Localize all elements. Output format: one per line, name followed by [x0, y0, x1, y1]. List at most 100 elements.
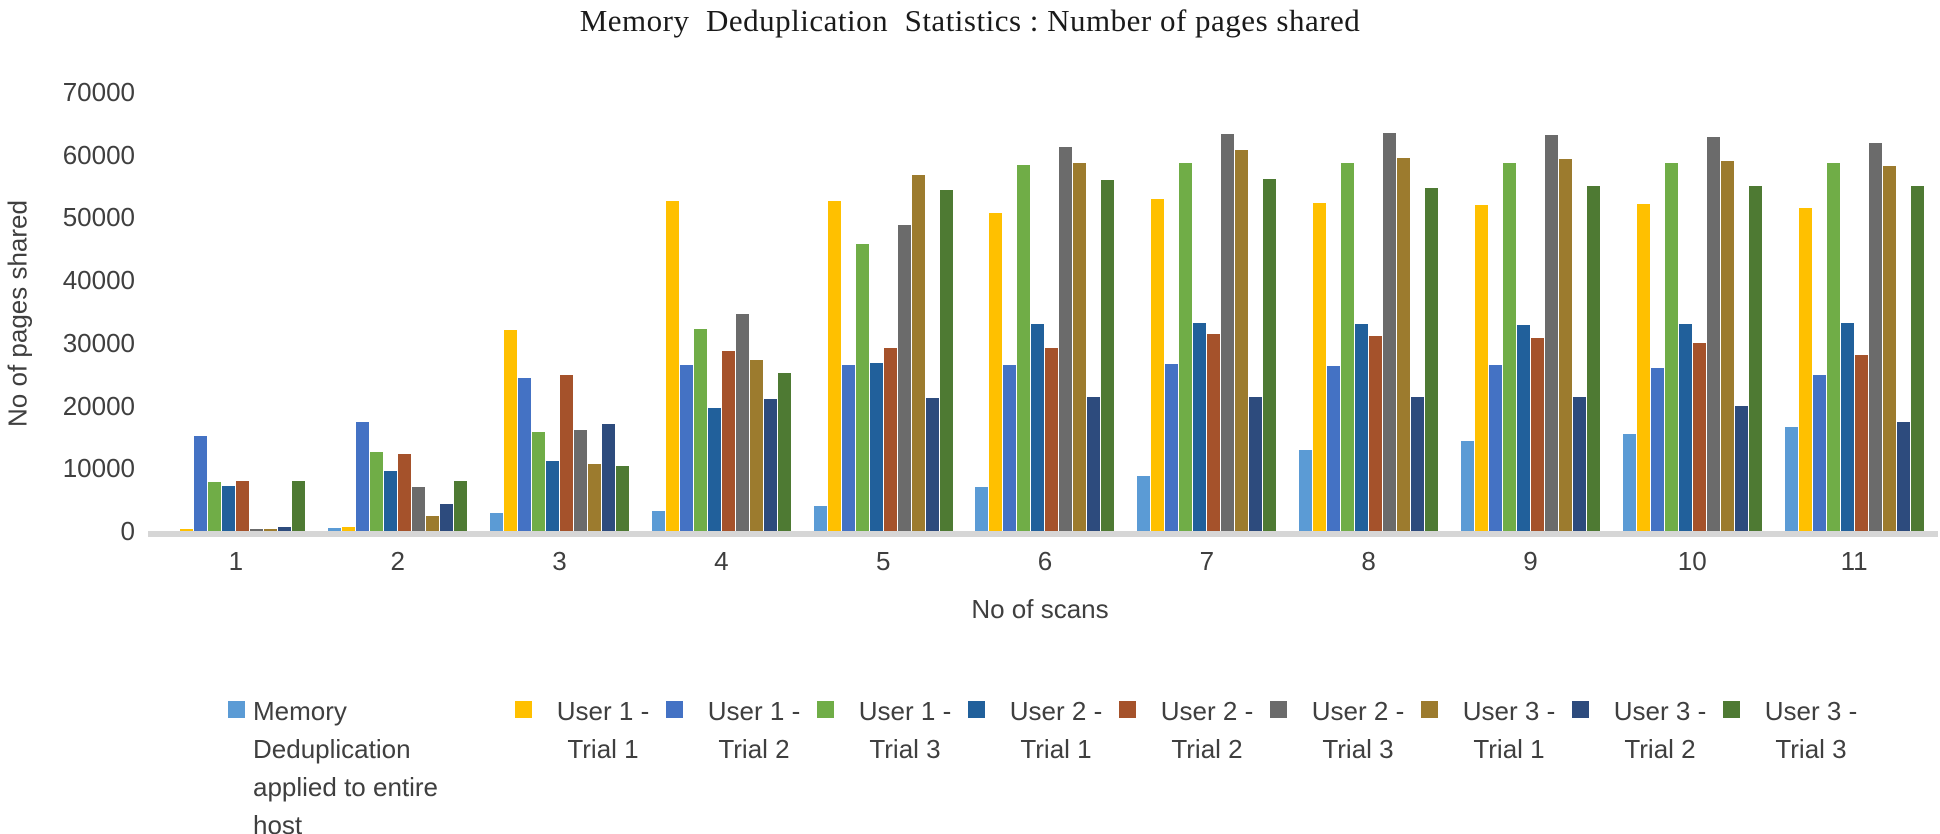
bar-memory-deduplication-applied-to-entire-host-scan-6 [975, 487, 989, 532]
legend-item-memory-deduplication-applied-to-entire-host: Memory Deduplication applied to entire h… [228, 692, 515, 834]
bar-user-1-trial-3-scan-2 [370, 452, 384, 532]
y-tick-label-0: 0 [120, 516, 135, 546]
bar-user-2-trial-2-scan-10 [1692, 343, 1706, 532]
bar-user-1-trial-1-scan-5 [827, 201, 841, 532]
bar-user-3-trial-2-scan-3 [602, 424, 616, 532]
x-tick-label-9: 9 [1523, 546, 1538, 576]
bar-user-3-trial-1-scan-6 [1073, 163, 1087, 532]
x-tick-label-3: 3 [552, 546, 567, 576]
bar-user-3-trial-1-scan-2 [426, 516, 440, 532]
legend-item-user-1-trial-3: User 1 - Trial 3 [817, 692, 968, 768]
bar-user-1-trial-3-scan-11 [1826, 163, 1840, 532]
legend-label: Memory Deduplication applied to entire h… [253, 696, 439, 834]
bar-group-scan-10 [1611, 93, 1773, 532]
bar-user-3-trial-3-scan-4 [777, 373, 791, 532]
bar-group-scan-2 [317, 93, 479, 532]
bar-user-2-trial-3-scan-2 [412, 487, 426, 532]
x-axis-line [148, 531, 1938, 537]
bar-user-2-trial-1-scan-1 [222, 486, 236, 532]
legend-item-user-2-trial-1: User 2 - Trial 1 [968, 692, 1119, 768]
bar-user-2-trial-2-scan-9 [1530, 338, 1544, 532]
bar-user-3-trial-2-scan-1 [278, 527, 292, 532]
bar-group-scan-1 [155, 93, 317, 532]
bar-user-2-trial-2-scan-8 [1369, 336, 1383, 532]
bar-user-1-trial-3-scan-1 [208, 482, 222, 532]
bar-user-3-trial-3-scan-10 [1748, 186, 1762, 532]
bar-user-3-trial-1-scan-3 [588, 464, 602, 532]
bar-user-1-trial-1-scan-4 [665, 201, 679, 532]
bar-user-3-trial-3-scan-3 [616, 466, 630, 532]
legend-label: User 1 - Trial 2 [707, 696, 801, 764]
y-tick-label-50000: 50000 [62, 202, 135, 233]
bar-user-2-trial-1-scan-11 [1840, 323, 1854, 532]
bar-user-2-trial-3-scan-8 [1383, 133, 1397, 532]
bar-user-1-trial-2-scan-7 [1165, 364, 1179, 532]
bar-user-2-trial-1-scan-2 [384, 471, 398, 532]
bar-memory-deduplication-applied-to-entire-host-scan-10 [1622, 434, 1636, 532]
legend-swatch-icon [1270, 701, 1287, 718]
x-tick-label-7: 7 [1199, 546, 1215, 576]
legend-label: User 3 - Trial 2 [1613, 696, 1707, 764]
legend-label: User 1 - Trial 3 [858, 696, 952, 764]
bar-user-3-trial-2-scan-4 [763, 399, 777, 532]
bar-user-3-trial-1-scan-4 [749, 360, 763, 532]
x-tick-label-1: 1 [228, 546, 244, 576]
legend-swatch-icon [1421, 701, 1438, 718]
bar-user-1-trial-1-scan-9 [1474, 205, 1488, 532]
bar-user-1-trial-3-scan-5 [855, 244, 869, 532]
bar-user-3-trial-2-scan-7 [1249, 397, 1263, 532]
legend-label: User 2 - Trial 3 [1311, 696, 1405, 764]
bar-user-1-trial-1-scan-7 [1151, 199, 1165, 532]
bar-user-2-trial-2-scan-2 [398, 454, 412, 532]
plot-area [155, 93, 1935, 532]
bar-user-3-trial-3-scan-6 [1101, 180, 1115, 532]
bar-user-3-trial-3-scan-5 [939, 190, 953, 532]
bar-user-1-trial-1-scan-8 [1313, 203, 1327, 532]
bar-user-1-trial-2-scan-5 [841, 365, 855, 532]
bar-user-3-trial-1-scan-1 [264, 529, 278, 532]
bar-user-2-trial-1-scan-3 [546, 461, 560, 532]
bar-user-1-trial-2-scan-11 [1812, 375, 1826, 532]
bar-group-scan-9 [1450, 93, 1612, 532]
chart-title: Memory Deduplication Statistics : Number… [579, 3, 1361, 38]
bar-user-2-trial-2-scan-5 [883, 348, 897, 532]
bar-user-2-trial-2-scan-4 [721, 351, 735, 532]
x-tick-label-4: 4 [714, 546, 729, 576]
x-axis-title: No of scans [971, 594, 1109, 624]
legend-label: User 2 - Trial 1 [1009, 696, 1103, 764]
bar-user-2-trial-3-scan-3 [574, 430, 588, 532]
bar-user-2-trial-1-scan-4 [707, 408, 721, 532]
bar-group-scan-6 [964, 93, 1126, 532]
bar-user-1-trial-3-scan-3 [532, 432, 546, 532]
bar-user-2-trial-1-scan-7 [1193, 323, 1207, 532]
y-tick-label-10000: 10000 [62, 453, 135, 484]
bar-user-1-trial-3-scan-10 [1664, 163, 1678, 532]
bar-user-3-trial-1-scan-5 [911, 175, 925, 532]
legend-label: User 2 - Trial 2 [1160, 696, 1254, 764]
bar-user-1-trial-3-scan-9 [1502, 163, 1516, 532]
bar-user-2-trial-1-scan-6 [1031, 324, 1045, 532]
bar-group-scan-4 [640, 93, 802, 532]
x-tick-label-5: 5 [875, 546, 891, 576]
legend-swatch-icon [1119, 701, 1136, 718]
bar-user-2-trial-3-scan-1 [250, 529, 264, 532]
bar-user-1-trial-3-scan-6 [1017, 165, 1031, 532]
bar-user-3-trial-2-scan-11 [1896, 422, 1910, 532]
legend-item-user-1-trial-1: User 1 - Trial 1 [515, 692, 666, 768]
bar-user-1-trial-2-scan-1 [194, 436, 208, 532]
bar-user-2-trial-3-scan-5 [897, 225, 911, 532]
bar-user-3-trial-3-scan-11 [1910, 186, 1924, 532]
bar-user-1-trial-2-scan-9 [1488, 365, 1502, 532]
legend-item-user-2-trial-3: User 2 - Trial 3 [1270, 692, 1421, 768]
bar-user-2-trial-2-scan-6 [1045, 348, 1059, 532]
bar-user-1-trial-1-scan-10 [1636, 204, 1650, 532]
bar-memory-deduplication-applied-to-entire-host-scan-11 [1784, 427, 1798, 532]
bar-user-2-trial-2-scan-7 [1207, 334, 1221, 532]
bar-group-scan-3 [479, 93, 641, 532]
bar-group-scan-8 [1288, 93, 1450, 532]
bar-group-scan-5 [802, 93, 964, 532]
bar-memory-deduplication-applied-to-entire-host-scan-4 [651, 511, 665, 532]
legend-item-user-3-trial-1: User 3 - Trial 1 [1421, 692, 1572, 768]
legend-swatch-icon [1572, 701, 1589, 718]
